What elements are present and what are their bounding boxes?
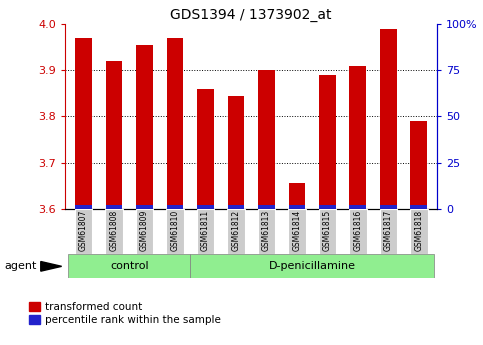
- Text: GSM61816: GSM61816: [354, 210, 362, 251]
- Bar: [197, 206, 214, 209]
- Bar: [258, 70, 275, 206]
- Text: GSM61815: GSM61815: [323, 210, 332, 251]
- Bar: [350, 66, 366, 206]
- Bar: [258, 206, 275, 209]
- Bar: [136, 45, 153, 206]
- Bar: [380, 206, 397, 209]
- Bar: [350, 206, 366, 209]
- Bar: [288, 206, 305, 209]
- Bar: [105, 209, 123, 254]
- Bar: [166, 209, 184, 254]
- Text: GSM61818: GSM61818: [414, 210, 423, 251]
- Bar: [349, 209, 367, 254]
- Bar: [410, 209, 427, 254]
- Bar: [380, 29, 397, 206]
- Text: D-penicillamine: D-penicillamine: [269, 261, 355, 270]
- Text: GSM61808: GSM61808: [110, 210, 118, 251]
- Bar: [106, 206, 122, 209]
- Text: GSM61809: GSM61809: [140, 210, 149, 252]
- Text: GSM61811: GSM61811: [201, 210, 210, 251]
- Title: GDS1394 / 1373902_at: GDS1394 / 1373902_at: [170, 8, 332, 22]
- Bar: [75, 206, 92, 209]
- Bar: [197, 209, 214, 254]
- Bar: [106, 61, 122, 206]
- Bar: [319, 206, 336, 209]
- Bar: [227, 206, 244, 209]
- Bar: [136, 206, 153, 209]
- Polygon shape: [41, 262, 62, 271]
- Bar: [227, 209, 244, 254]
- Text: GSM61813: GSM61813: [262, 210, 271, 251]
- Legend: transformed count, percentile rank within the sample: transformed count, percentile rank withi…: [29, 302, 221, 325]
- Bar: [411, 206, 427, 209]
- Text: GSM61810: GSM61810: [170, 210, 180, 251]
- Bar: [75, 38, 92, 206]
- Bar: [258, 209, 275, 254]
- Bar: [319, 209, 336, 254]
- Bar: [288, 209, 306, 254]
- Bar: [167, 38, 184, 206]
- Bar: [227, 96, 244, 206]
- Text: GSM61812: GSM61812: [231, 210, 241, 251]
- Text: GSM61814: GSM61814: [292, 210, 301, 251]
- Text: GSM61817: GSM61817: [384, 210, 393, 251]
- Text: agent: agent: [5, 262, 37, 271]
- Bar: [68, 254, 190, 278]
- Bar: [288, 183, 305, 206]
- Text: GSM61807: GSM61807: [79, 210, 88, 252]
- Bar: [411, 121, 427, 206]
- Bar: [380, 209, 397, 254]
- Bar: [197, 89, 214, 206]
- Bar: [167, 206, 184, 209]
- Bar: [136, 209, 153, 254]
- Bar: [190, 254, 434, 278]
- Bar: [319, 75, 336, 206]
- Bar: [75, 209, 92, 254]
- Text: control: control: [110, 261, 149, 270]
